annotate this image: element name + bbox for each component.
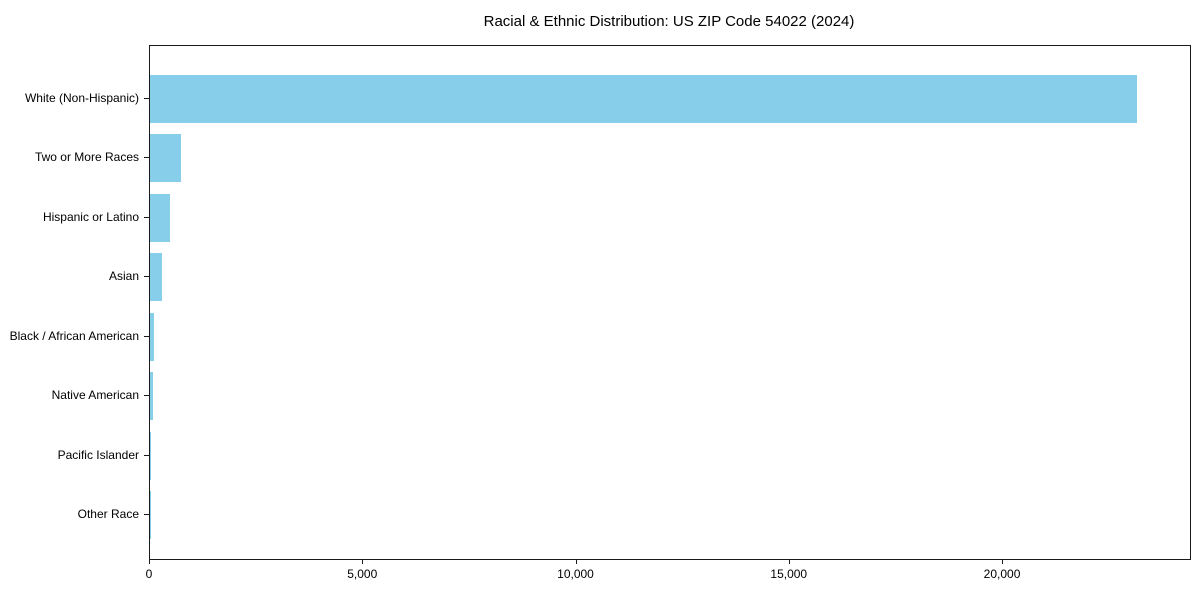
y-tick-mark xyxy=(144,276,149,277)
bar-row xyxy=(150,188,1190,248)
plot-area xyxy=(149,45,1191,560)
y-tick-mark xyxy=(144,395,149,396)
y-tick-mark xyxy=(144,157,149,158)
x-tick-label: 5,000 xyxy=(347,567,378,581)
bar-black-african-american xyxy=(150,312,155,361)
bar-white-non-hispanic xyxy=(150,74,1138,123)
bar-row xyxy=(150,426,1190,486)
chart-title: Racial & Ethnic Distribution: US ZIP Cod… xyxy=(483,13,855,30)
x-tick-label: 20,000 xyxy=(983,567,1021,581)
y-tick-label: Other Race xyxy=(77,507,139,522)
bar-row xyxy=(150,69,1190,129)
y-tick-label: White (Non-Hispanic) xyxy=(24,90,139,105)
x-tick-label: 10,000 xyxy=(557,567,594,581)
y-tick-mark xyxy=(144,336,149,337)
y-tick-label: Two or More Races xyxy=(34,150,139,165)
x-tick-mark xyxy=(362,559,364,564)
x-tick-label: 15,000 xyxy=(770,567,808,581)
bar-row xyxy=(150,248,1190,308)
bar-row xyxy=(150,367,1190,427)
bar-row xyxy=(150,307,1190,367)
x-tick-mark xyxy=(149,559,150,564)
y-tick-mark xyxy=(144,217,149,218)
bar-native-american xyxy=(150,372,154,421)
bar-hispanic-or-latino xyxy=(150,193,170,242)
y-tick-mark xyxy=(144,98,149,99)
bar-pacific-islander xyxy=(150,431,151,480)
bar-row xyxy=(150,129,1190,189)
bar-asian xyxy=(150,253,162,302)
y-tick-mark xyxy=(144,455,149,456)
x-tick-mark xyxy=(788,559,790,564)
x-tick-label: 0 xyxy=(145,567,153,581)
y-tick-label: Asian xyxy=(108,269,139,284)
y-tick-label: Black / African American xyxy=(9,328,139,343)
x-tick-mark xyxy=(1002,559,1004,564)
bar-two-or-more-races xyxy=(150,134,182,183)
y-tick-label: Pacific Islander xyxy=(57,447,139,462)
y-tick-label: Native American xyxy=(51,388,139,403)
y-tick-mark xyxy=(144,514,149,515)
x-tick-mark xyxy=(575,559,577,564)
bar-row xyxy=(150,486,1190,546)
y-tick-label: Hispanic or Latino xyxy=(42,209,139,224)
